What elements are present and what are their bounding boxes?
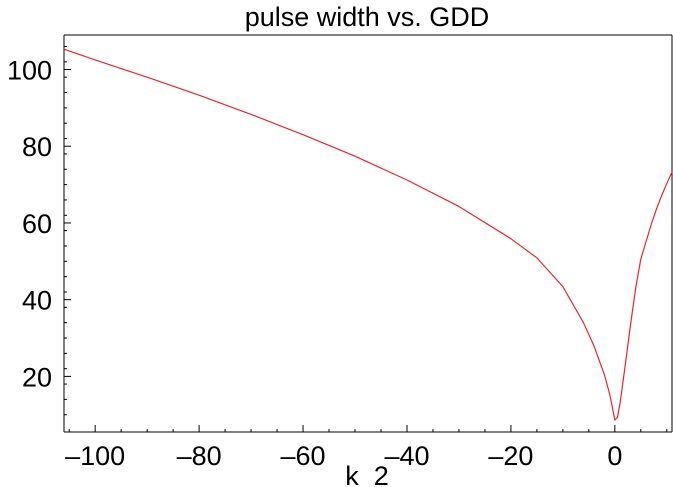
series-group [63,48,673,421]
y-tick-label: 20 [22,362,52,392]
y-tick-label: 40 [22,286,52,316]
ticks [64,46,668,432]
y-tick-label: 60 [22,209,52,239]
axes [63,34,673,433]
x-tick-label: –60 [281,441,326,471]
x-tick-label: 0 [607,441,622,471]
y-tick-label: 100 [7,56,52,86]
chart-title: pulse width vs. GDD [245,2,490,32]
x-tick-label: –100 [65,441,125,471]
x-tick-label: –80 [177,441,222,471]
tick-labels: –100 –80 –60 –40 –20 0 20 40 60 80 100 [7,56,622,471]
y-tick-label: 80 [22,132,52,162]
x-axis-label: k_2 [345,461,389,487]
series-line [63,48,673,421]
x-tick-label: –20 [488,441,533,471]
x-tick-label: –40 [384,441,429,471]
